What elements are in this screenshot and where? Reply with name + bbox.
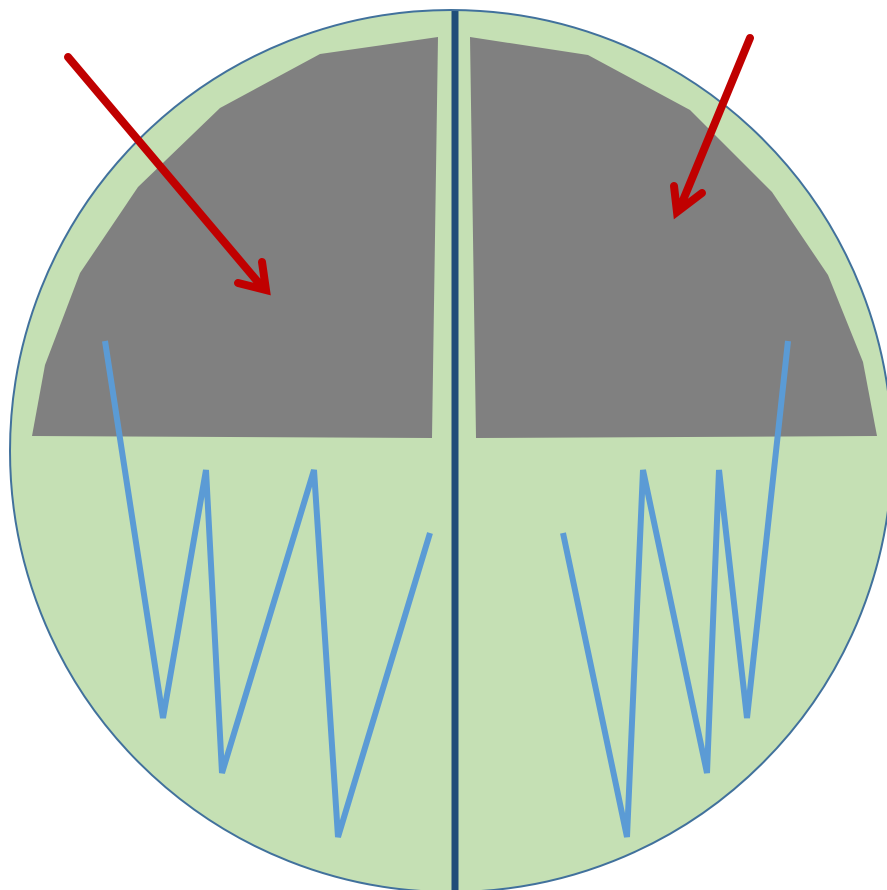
right-gray-region (470, 37, 877, 438)
right-zigzag-line (560, 340, 791, 838)
left-gray-region (32, 37, 438, 438)
left-red-arrow (64, 53, 271, 296)
dish-outline (9, 9, 887, 890)
left-zigzag-line (102, 340, 433, 838)
right-red-arrow (670, 34, 754, 220)
